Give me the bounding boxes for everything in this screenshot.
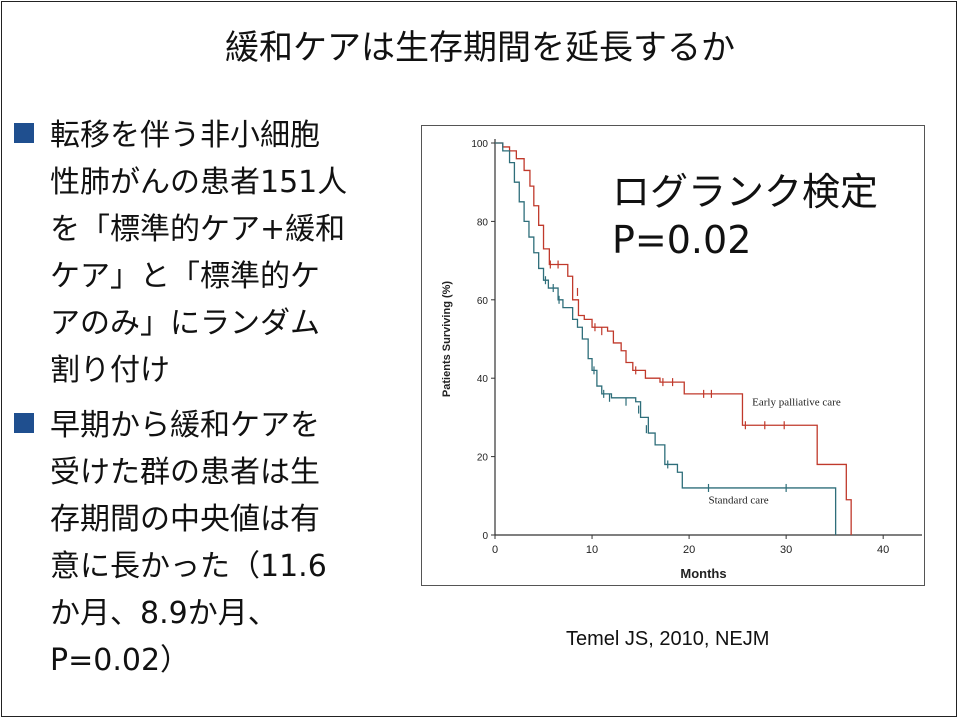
y-tick-label: 0: [482, 531, 488, 542]
series-label: Standard care: [709, 495, 769, 507]
square-bullet-icon: [14, 123, 34, 143]
survival-curve: [495, 142, 837, 535]
bullet-item: 早期から緩和ケアを 受けた群の患者は生 存期間の中央値は有 意に長かった（11.…: [12, 402, 412, 684]
x-tick-label: 0: [492, 544, 498, 556]
kaplan-meier-chart: 0 10 20 30 40 0 20 40 60 80 100 Months Patients Surv…: [441, 139, 922, 581]
y-tick-label: 60: [477, 296, 489, 307]
bullet-list: 転移を伴う非小細胞 性肺がんの患者151人 を「標準的ケア+緩和 ケア」と「標準…: [12, 112, 412, 692]
series-label: Early palliative care: [752, 397, 841, 409]
y-tick-label: 100: [471, 139, 488, 150]
x-tick-label: 20: [683, 544, 695, 556]
bullet-text: 転移を伴う非小細胞 性肺がんの患者151人 を「標準的ケア+緩和 ケア」と「標準…: [50, 118, 348, 388]
citation: Temel JS, 2010, NEJM: [566, 628, 770, 650]
logrank-annotation: ログランク検定 P=0.02: [612, 168, 878, 264]
survival-curve: [495, 142, 852, 535]
bullet-item: 転移を伴う非小細胞 性肺がんの患者151人 を「標準的ケア+緩和 ケア」と「標準…: [12, 112, 412, 394]
y-tick-label: 80: [477, 217, 489, 228]
y-tick-label: 40: [477, 374, 489, 385]
survival-chart-figure: 0 10 20 30 40 0 20 40 60 80 100 Months Patients Surv…: [421, 125, 925, 586]
x-tick-label: 30: [780, 544, 792, 556]
logrank-test-label: ログランク検定: [612, 170, 879, 214]
x-tick-label: 10: [586, 544, 598, 556]
y-tick-label: 20: [477, 453, 489, 464]
x-tick-label: 40: [877, 544, 889, 556]
bullet-text: 早期から緩和ケアを 受けた群の患者は生 存期間の中央値は有 意に長かった（11.…: [50, 408, 327, 678]
square-bullet-icon: [14, 413, 34, 433]
slide-title: 緩和ケアは生存期間を延長するか: [225, 28, 735, 68]
y-axis-title: Patients Surviving (%): [441, 281, 453, 397]
logrank-p-value: P=0.02: [612, 218, 752, 262]
x-axis-title: Months: [680, 566, 726, 581]
